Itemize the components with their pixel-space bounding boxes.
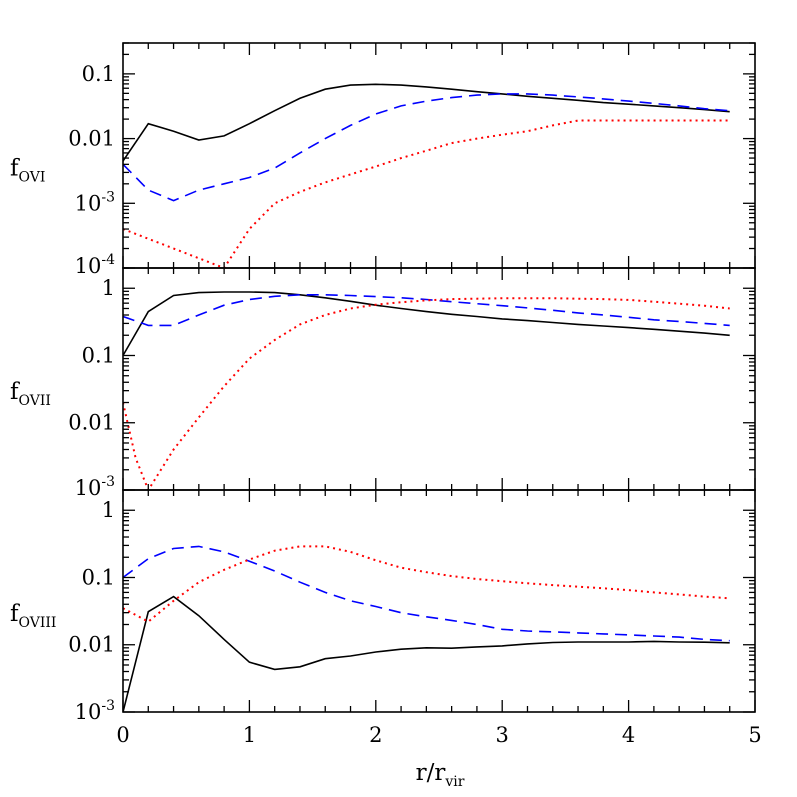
y-tick-label: 0.1	[82, 343, 115, 367]
y-tick-label-main: 0.1	[82, 565, 115, 589]
y-axis-label: fOVII	[10, 379, 51, 409]
y-tick-label: 10-4	[75, 252, 115, 278]
series-line-black	[123, 595, 730, 712]
y-tick-label-main: 10	[75, 700, 102, 724]
y-tick-label: 10-3	[75, 698, 115, 724]
y-tick-label-main: 10	[75, 476, 102, 500]
x-tick-label: 1	[243, 723, 256, 747]
y-tick-label-main: 10	[75, 191, 102, 215]
x-axis-label: r/rvir	[416, 760, 465, 790]
series-line-red	[123, 297, 730, 490]
y-axis-label-sub: OVIII	[19, 615, 57, 631]
series-line-black	[123, 291, 730, 356]
y-axis-label: fOVI	[10, 156, 45, 186]
y-tick-label-main: 0.1	[82, 62, 115, 86]
x-tick-label: 0	[116, 723, 129, 747]
y-tick-label-exponent: -3	[101, 698, 115, 714]
y-tick-label-main: 10	[75, 254, 102, 278]
y-tick-label: 0.1	[82, 565, 115, 589]
panel-frame	[122, 267, 756, 491]
y-tick-label-main: 0.01	[68, 411, 115, 435]
y-tick-label: 1	[102, 276, 115, 300]
y-axis-label: fOVIII	[10, 601, 56, 631]
y-tick-label-main: 0.01	[68, 633, 115, 657]
panel-frame	[122, 489, 756, 713]
x-axis-label-sub: vir	[444, 774, 464, 790]
series-line-blue	[123, 545, 730, 642]
y-axis-label-main: f	[10, 379, 20, 405]
y-tick-label-main: 0.1	[82, 343, 115, 367]
y-tick-label: 1	[102, 498, 115, 522]
y-axis-label-main: f	[10, 601, 20, 627]
panel-frame	[122, 42, 756, 269]
x-tick-label: 4	[622, 723, 635, 747]
x-tick-label: 2	[369, 723, 382, 747]
y-tick-label-exponent: -3	[101, 189, 115, 205]
x-tick-label: 3	[496, 723, 509, 747]
y-tick-label-main: 1	[102, 276, 115, 300]
y-axis-label-sub: OVI	[19, 170, 46, 186]
panel-2: 10-3 0.01 0.1 1 fOVII	[10, 267, 756, 500]
y-tick-label: 0.01	[68, 127, 115, 151]
panel-3: 10-3 0.01 0.1 1 fOVIII	[10, 489, 756, 724]
y-axis-label-sub: OVII	[19, 393, 51, 409]
y-tick-label: 10-3	[75, 189, 115, 215]
y-tick-label: 0.01	[68, 411, 115, 435]
y-tick-label: 0.1	[82, 62, 115, 86]
series-line-black	[123, 83, 730, 162]
y-tick-label: 10-3	[75, 474, 115, 500]
y-tick-label-main: 0.01	[68, 127, 115, 151]
series-line-blue	[123, 93, 730, 202]
x-axis-label-main: r/r	[416, 760, 446, 786]
chart-panels: 10-410-30.010.1fOVI10-30.010.11fOVII10-3…	[10, 42, 762, 747]
y-tick-label: 0.01	[68, 633, 115, 657]
y-tick-label-main: 1	[102, 498, 115, 522]
series-line-red	[123, 119, 730, 268]
x-tick-label: 5	[748, 723, 761, 747]
y-tick-label-exponent: -4	[101, 252, 115, 268]
series-line-blue	[123, 293, 730, 327]
y-axis-label-main: f	[10, 156, 20, 182]
series-line-red	[123, 545, 730, 623]
y-tick-label-exponent: -3	[101, 474, 115, 490]
